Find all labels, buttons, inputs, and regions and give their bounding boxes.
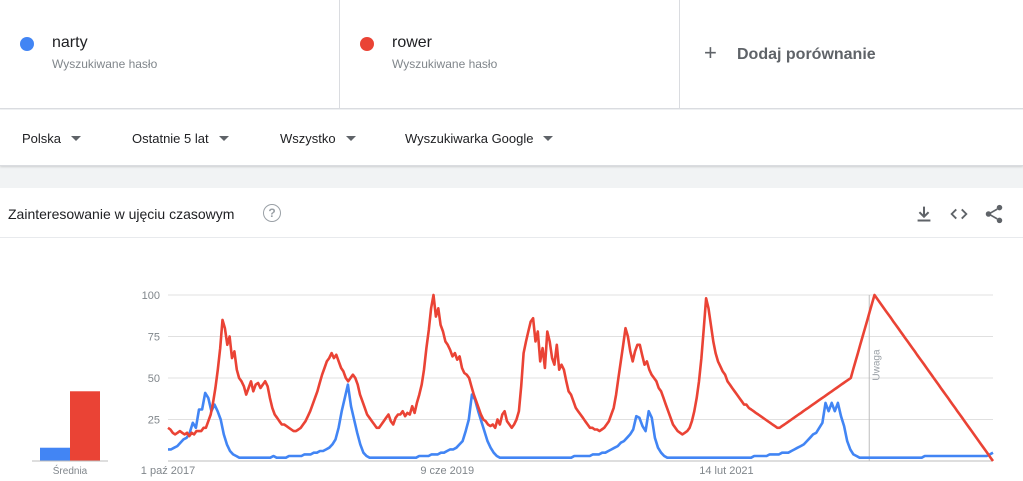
compare-bar: narty Wyszukiwane hasło rower Wyszukiwan… (0, 0, 1023, 109)
x-tick-label: 1 paź 2017 (141, 465, 195, 477)
term-name: narty (52, 34, 88, 51)
caret-down-icon (345, 136, 356, 141)
y-tick-label: 25 (148, 415, 160, 427)
term-narty[interactable]: narty Wyszukiwane hasło (0, 0, 340, 109)
filter-search-type[interactable]: Wyszukiwarka Google (405, 131, 554, 146)
plus-icon: + (704, 40, 717, 65)
caret-down-icon (543, 136, 554, 141)
filter-region[interactable]: Polska (22, 131, 82, 146)
filter-label: Ostatnie 5 lat (132, 131, 209, 146)
annotation-label: Uwaga (871, 349, 882, 381)
term-type: Wyszukiwane hasło (52, 57, 158, 71)
term-type: Wyszukiwane hasło (392, 57, 498, 71)
x-tick-label: 9 cze 2019 (420, 465, 474, 477)
caret-down-icon (71, 136, 82, 141)
series-line-rower (167, 293, 995, 462)
card-title: Zainteresowanie w ujęciu czasowym (8, 206, 235, 222)
embed-icon[interactable] (948, 203, 970, 225)
interest-over-time-card: Zainteresowanie w ujęciu czasowym ? 100 7… (0, 188, 1023, 481)
y-tick-label: 100 (142, 290, 160, 302)
x-tick-label: 14 lut 2021 (699, 465, 753, 477)
y-tick-label: 75 (148, 332, 160, 344)
line-chart: 100 75 50 25 1 paź 2017 9 cze 2019 14 lut 2021… (32, 290, 995, 477)
add-comparison-label: Dodaj porównanie (737, 46, 876, 63)
filter-bar: Polska Ostatnie 5 lat Wszystko Wyszukiwa… (0, 110, 1023, 166)
card-header: Zainteresowanie w ujęciu czasowym ? (0, 188, 1023, 238)
filter-category[interactable]: Wszystko (280, 131, 356, 146)
average-bar-narty (40, 447, 70, 461)
series-line-narty (168, 383, 994, 459)
add-comparison-button[interactable]: + Dodaj porównanie (680, 0, 1023, 109)
series-color-dot (360, 37, 374, 51)
average-bar-rower (70, 391, 100, 461)
term-name: rower (392, 34, 433, 51)
filter-label: Polska (22, 131, 62, 146)
caret-down-icon (218, 136, 229, 141)
share-icon[interactable] (983, 203, 1005, 225)
download-icon[interactable] (913, 203, 935, 225)
average-label: Średnia (53, 464, 88, 477)
filter-label: Wyszukiwarka Google (405, 131, 534, 146)
series-color-dot (20, 37, 34, 51)
filter-label: Wszystko (280, 131, 336, 146)
y-tick-label: 50 (148, 373, 160, 385)
filter-time-range[interactable]: Ostatnie 5 lat (132, 131, 229, 146)
help-icon[interactable]: ? (263, 204, 281, 222)
term-rower[interactable]: rower Wyszukiwane hasło (340, 0, 680, 109)
